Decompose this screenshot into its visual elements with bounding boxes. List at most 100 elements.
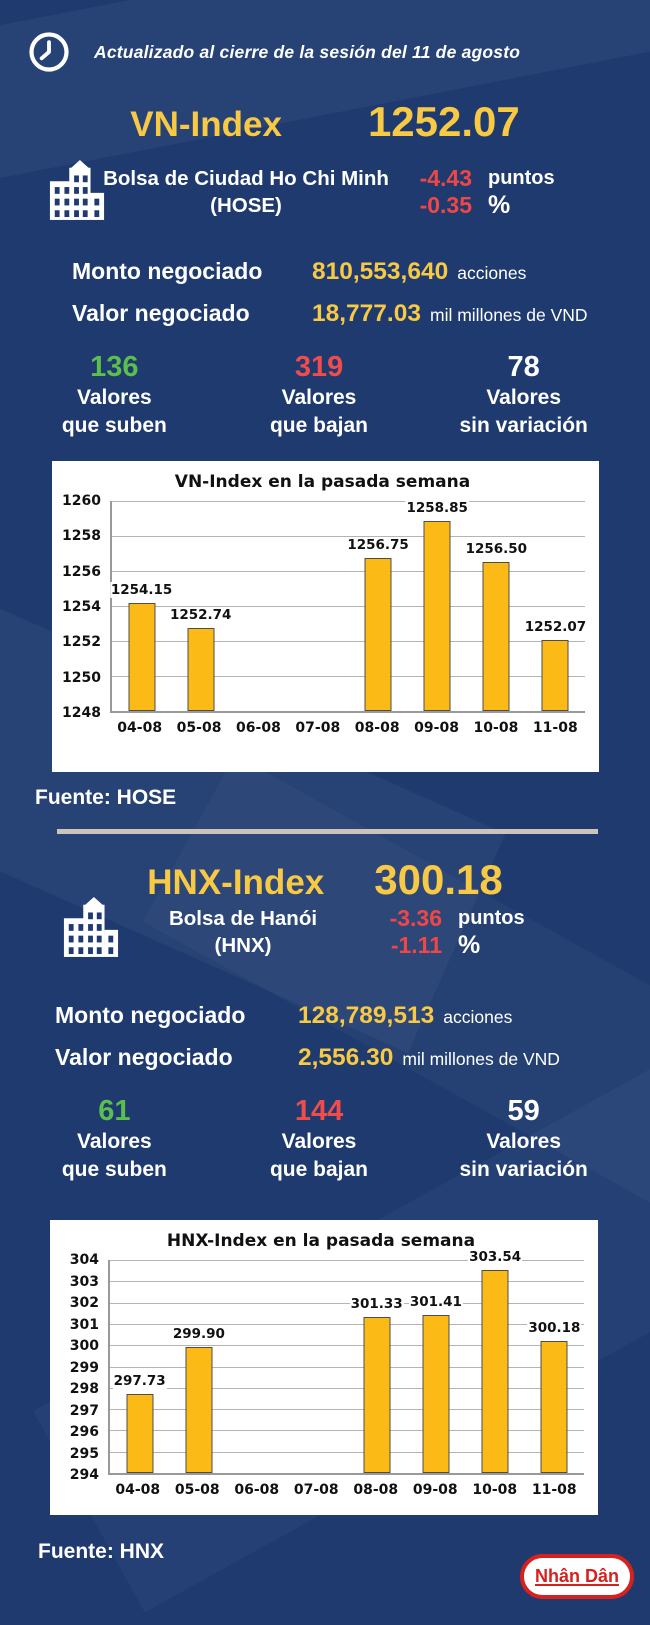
hnx-change-block: -3.36 puntos -1.11 % bbox=[374, 905, 525, 959]
bar-11-08 bbox=[540, 1341, 568, 1473]
bar-05-08 bbox=[185, 1347, 213, 1473]
plot-grid: 1254.15 1252.74 1256.75 1258.85 1256.50 1252.… bbox=[109, 500, 588, 713]
x-axis-tick-label: 04-08 bbox=[117, 720, 163, 736]
hnx-volume-row: Monto negociado 128,789,513 acciones bbox=[0, 1002, 650, 1044]
vn-index-value: 1252.07 bbox=[367, 98, 520, 145]
gridline bbox=[112, 606, 585, 607]
hnx-unchanged-label2: sin variación bbox=[459, 1158, 588, 1181]
hnx-turnover-unit: mil millones de VND bbox=[402, 1049, 560, 1069]
y-axis-tick-label: 1254 bbox=[62, 599, 101, 615]
hnx-exchange-name-line1: Bolsa de Hanói bbox=[168, 907, 318, 930]
gridline bbox=[112, 501, 585, 502]
bar-08-08 bbox=[364, 557, 392, 711]
vn-turnover-value: 18,777.03 bbox=[312, 300, 421, 327]
gridline bbox=[110, 1345, 584, 1347]
bar-11-08 bbox=[541, 639, 569, 711]
nhandan-logo-text: Nhân Dân bbox=[534, 1566, 619, 1586]
x-axis-tick-label: 10-08 bbox=[473, 720, 519, 736]
vn-decliners-label1: Valores bbox=[281, 386, 357, 409]
y-axis-tick-label: 300 bbox=[69, 1338, 99, 1354]
x-axis-tick-label: 07-08 bbox=[295, 720, 341, 736]
hnx-advancers-label1: Valores bbox=[76, 1130, 152, 1153]
hnx-unchanged-count: 59 bbox=[507, 1095, 540, 1127]
category-slot: 1258.85 bbox=[405, 500, 469, 711]
hnx-advancers: 61 Valores que suben bbox=[12, 1094, 217, 1184]
hnx-weekly-bar-chart: HNX-Index en la pasada semana 304 303 302 30… bbox=[50, 1220, 598, 1515]
vn-decliners-count: 319 bbox=[294, 351, 344, 383]
y-axis-tick-label: 1260 bbox=[62, 493, 101, 509]
x-axis-tick-label: 08-08 bbox=[354, 720, 400, 736]
hnx-advancers-count: 61 bbox=[98, 1095, 131, 1127]
category-slot: 1256.50 bbox=[464, 501, 529, 711]
gridline bbox=[110, 1323, 584, 1325]
bar-10-08 bbox=[481, 1269, 509, 1473]
y-axis-tick-label: 302 bbox=[69, 1295, 99, 1311]
category-slot: 303.54 bbox=[466, 1248, 525, 1473]
vn-change-percent: -0.35 bbox=[419, 192, 472, 218]
x-axis-tick-label: 04-08 bbox=[115, 1482, 161, 1498]
hnx-unchanged: 59 Valores sin variación bbox=[421, 1094, 626, 1184]
hnx-change-percent: -1.11 bbox=[390, 932, 442, 958]
y-axis-tick-label: 297 bbox=[69, 1402, 99, 1419]
bar-value-label: 300.18 bbox=[527, 1320, 582, 1337]
category-slot: 301.33 bbox=[347, 1260, 406, 1473]
x-axis-tick-label: 10-08 bbox=[472, 1482, 518, 1498]
y-axis-tick-label: 294 bbox=[69, 1467, 99, 1483]
vn-change-block: -4.43 puntos -0.35 % bbox=[404, 165, 555, 219]
hnx-exchange-name-line2: (HNX) bbox=[214, 934, 272, 957]
y-axis-tick-label: 304 bbox=[69, 1252, 99, 1268]
bar-value-label: 299.90 bbox=[171, 1326, 226, 1343]
category-slot bbox=[229, 1260, 288, 1473]
hnx-source: Fuente: HNX bbox=[38, 1540, 164, 1563]
hnx-stats-row: 61 Valores que suben 144 Valores que baj… bbox=[0, 1094, 650, 1184]
hnx-decliners-label2: que bajan bbox=[269, 1158, 369, 1181]
x-axis-tick-label: 06-08 bbox=[234, 1482, 280, 1498]
gridline bbox=[112, 676, 585, 677]
y-axis-tick-label: 298 bbox=[69, 1381, 99, 1397]
vn-turnover-row: Valor negociado 18,777.03 mil millones d… bbox=[0, 300, 650, 342]
gridline bbox=[110, 1281, 584, 1283]
category-slot bbox=[230, 501, 289, 711]
category-slot bbox=[289, 501, 348, 711]
category-slot: 299.90 bbox=[169, 1260, 228, 1473]
gridline bbox=[110, 1366, 584, 1368]
y-axis-tick-label: 1252 bbox=[62, 634, 101, 651]
vn-change-points: -4.43 bbox=[419, 165, 472, 191]
y-axis-tick-label: 1258 bbox=[62, 528, 101, 545]
x-axis-tick-label: 11-08 bbox=[532, 720, 578, 736]
vn-advancers-count: 136 bbox=[90, 351, 139, 383]
gridline bbox=[112, 535, 585, 537]
vn-volume-row: Monto negociado 810,553,640 acciones bbox=[0, 258, 650, 300]
vn-decliners: 319 Valores que bajan bbox=[217, 350, 422, 440]
bar-value-label: 1254.15 bbox=[109, 582, 174, 599]
nhandan-logo: Nhân Dân bbox=[520, 1554, 634, 1599]
bar-value-label: 301.41 bbox=[408, 1294, 463, 1311]
chart-title: VN-Index en la pasada semana bbox=[174, 472, 471, 492]
hnx-percent-unit: % bbox=[458, 931, 481, 959]
y-axis-tick-label: 295 bbox=[69, 1445, 99, 1462]
y-axis-tick-label: 1256 bbox=[62, 563, 101, 580]
bar-value-label: 1252.07 bbox=[523, 618, 588, 635]
bar-09-08 bbox=[423, 521, 451, 711]
y-axis: 304 303 302 301 300 299 298 297 296 295 294 bbox=[58, 1252, 108, 1483]
bar-04-08 bbox=[128, 603, 156, 711]
gridline bbox=[112, 570, 585, 572]
bar-04-08 bbox=[126, 1393, 154, 1473]
building-icon bbox=[48, 158, 106, 220]
y-axis-tick-label: 299 bbox=[69, 1359, 99, 1376]
hnx-advancers-label2: que suben bbox=[61, 1158, 167, 1181]
x-axis-tick-label: 06-08 bbox=[236, 720, 281, 736]
vn-unchanged: 78 Valores sin variación bbox=[421, 350, 626, 440]
x-axis-tick-label: 11-08 bbox=[531, 1482, 577, 1498]
bar-08-08 bbox=[363, 1316, 391, 1473]
gridline bbox=[110, 1409, 584, 1411]
vn-decliners-label2: que bajan bbox=[269, 414, 369, 437]
y-axis-tick-label: 303 bbox=[69, 1273, 99, 1290]
x-axis-tick-label: 05-08 bbox=[176, 720, 222, 736]
y-axis-tick-label: 1248 bbox=[62, 705, 101, 721]
chart-plot-area: 304 303 302 301 300 299 298 297 296 295 294 297.73 2… bbox=[58, 1248, 584, 1483]
bar-value-label: 1252.74 bbox=[168, 607, 233, 624]
x-axis-tick-label: 05-08 bbox=[174, 1482, 220, 1498]
building-icon bbox=[62, 895, 120, 957]
